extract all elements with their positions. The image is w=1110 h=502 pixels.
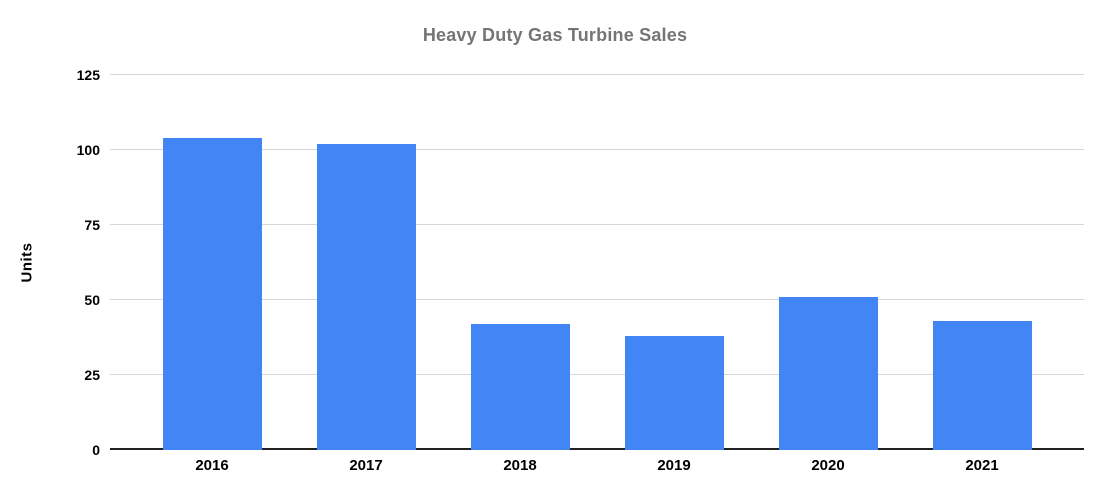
bar-2017[interactable]: [316, 144, 416, 450]
y-tick-label-75: 75: [84, 217, 100, 233]
bar-2020[interactable]: [778, 297, 878, 450]
x-axis-label-2016: 2016: [195, 457, 229, 474]
x-axis-label-2020: 2020: [811, 457, 845, 474]
x-axis-label-2018: 2018: [503, 457, 537, 474]
x-axis-label-2019: 2019: [657, 457, 691, 474]
y-axis-ticks: 0 25 50 75 100 125: [0, 68, 100, 457]
gridline-25: [110, 374, 1084, 375]
gridline-100: [110, 149, 1084, 150]
bar-slot-2020: [751, 75, 905, 450]
gridline-125: [110, 74, 1084, 75]
bar-slot-2016: [135, 75, 289, 450]
x-axis-labels: 2016 2017 2018 2019 2020 2021: [110, 457, 1084, 474]
y-tick-label-125: 125: [76, 67, 100, 83]
bar-2016[interactable]: [162, 138, 262, 450]
y-tick-label-0: 0: [92, 442, 100, 458]
x-axis-line: [110, 448, 1084, 450]
gridline-75: [110, 224, 1084, 225]
y-tick-label-50: 50: [84, 292, 100, 308]
plot-area: [110, 74, 1084, 450]
bars-container: [110, 75, 1084, 450]
y-tick-label-25: 25: [84, 367, 100, 383]
x-axis-label-2017: 2017: [349, 457, 383, 474]
bar-2021[interactable]: [932, 321, 1032, 450]
bar-2019[interactable]: [624, 336, 724, 450]
chart-title: Heavy Duty Gas Turbine Sales: [422, 25, 688, 45]
bar-slot-2017: [289, 75, 443, 450]
bar-slot-2019: [597, 75, 751, 450]
bar-slot-2018: [443, 75, 597, 450]
bar-2018[interactable]: [470, 324, 570, 450]
y-tick-label-100: 100: [76, 142, 100, 158]
bar-slot-2021: [905, 75, 1059, 450]
x-axis-label-2021: 2021: [965, 457, 999, 474]
gridline-50: [110, 299, 1084, 300]
